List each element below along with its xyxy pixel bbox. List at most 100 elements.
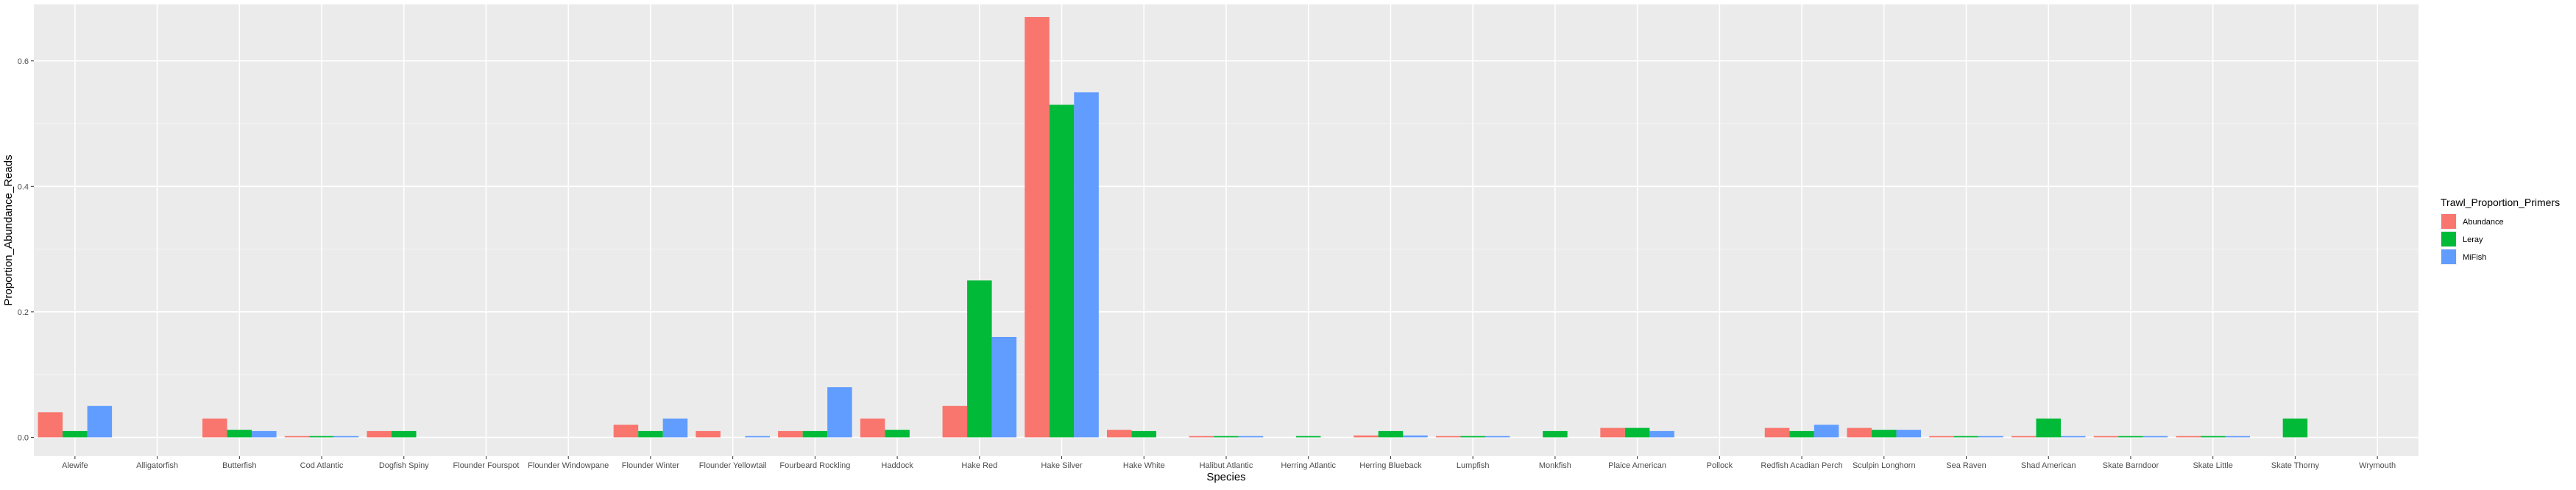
legend-label: Abundance bbox=[2463, 218, 2504, 227]
x-tick-label: Lumpfish bbox=[1457, 461, 1490, 470]
bar-abundance-sea-raven bbox=[1929, 436, 1954, 438]
bar-leray-herring-atlantic bbox=[1295, 436, 1321, 438]
bar-leray-skate-little bbox=[2200, 436, 2226, 438]
x-tick-label: Dogfish Spiny bbox=[379, 461, 429, 470]
x-tick-label: Skate Little bbox=[2193, 461, 2232, 470]
legend-swatch bbox=[2441, 214, 2456, 229]
bar-abundance-sculpin-longhorn bbox=[1847, 427, 1872, 438]
bar-leray-hake-red bbox=[967, 280, 992, 438]
bar-abundance-alewife bbox=[38, 412, 63, 438]
bar-abundance-haddock bbox=[860, 418, 885, 438]
bar-mifish-skate-little bbox=[2225, 436, 2250, 438]
bar-mifish-flounder-yellowtail bbox=[745, 436, 770, 438]
bar-abundance-butterfish bbox=[202, 418, 227, 438]
x-tick-label: Flounder Winter bbox=[622, 461, 680, 470]
bar-mifish-sea-raven bbox=[1978, 436, 2003, 438]
bar-leray-sea-raven bbox=[1953, 436, 1979, 438]
legend-label: Leray bbox=[2463, 235, 2483, 244]
x-tick-label: Flounder Yellowtail bbox=[699, 461, 767, 470]
x-tick-label: Hake White bbox=[1123, 461, 1165, 470]
x-tick-label: Pollock bbox=[1707, 461, 1733, 470]
bar-leray-shad-american bbox=[2036, 418, 2061, 438]
bar-leray-skate-thorny bbox=[2282, 418, 2308, 438]
bar-leray-monkfish bbox=[1543, 430, 1568, 438]
y-tick-label: 0.2 bbox=[18, 308, 29, 317]
bar-abundance-cod-atlantic bbox=[284, 436, 310, 438]
bar-mifish-shad-american bbox=[2061, 436, 2086, 438]
bar-mifish-alewife bbox=[87, 405, 113, 438]
bar-mifish-skate-barndoor bbox=[2142, 436, 2168, 438]
x-tick-label: Butterfish bbox=[222, 461, 256, 470]
y-axis: 0.0 0.2 0.4 0.6 bbox=[18, 57, 34, 442]
x-tick-label: Redfish Acadian Perch bbox=[1761, 461, 1842, 470]
x-tick-label: Herring Atlantic bbox=[1281, 461, 1336, 470]
legend: Trawl_Proportion_Primers Abundance Leray M… bbox=[2441, 196, 2560, 265]
bar-leray-skate-barndoor bbox=[2118, 436, 2143, 438]
bar-abundance-hake-white bbox=[1107, 430, 1132, 438]
x-tick-label: Shad American bbox=[2021, 461, 2076, 470]
bar-abundance-flounder-yellowtail bbox=[696, 430, 721, 438]
x-tick-label: Cod Atlantic bbox=[300, 461, 344, 470]
bar-leray-flounder-winter bbox=[638, 430, 663, 438]
bar-mifish-fourbeard-rockling bbox=[827, 387, 852, 438]
bar-abundance-hake-silver bbox=[1025, 17, 1050, 438]
x-tick-label: Hake Silver bbox=[1041, 461, 1083, 470]
bar-mifish-hake-red bbox=[991, 336, 1017, 438]
bar-abundance-plaice-american bbox=[1600, 427, 1625, 438]
bar-abundance-skate-barndoor bbox=[2093, 436, 2119, 438]
legend-title: Trawl_Proportion_Primers bbox=[2441, 196, 2560, 208]
legend-swatch bbox=[2441, 249, 2456, 264]
bar-mifish-halibut-atlantic bbox=[1238, 436, 1264, 438]
x-tick-label: Monkfish bbox=[1539, 461, 1571, 470]
legend-swatch bbox=[2441, 232, 2456, 246]
bar-leray-cod-atlantic bbox=[309, 436, 334, 438]
bar-leray-haddock bbox=[885, 430, 910, 438]
y-tick-label: 0.4 bbox=[18, 182, 29, 191]
bar-mifish-lumpfish bbox=[1485, 436, 1510, 438]
bar-mifish-plaice-american bbox=[1649, 430, 1674, 438]
bar-abundance-halibut-atlantic bbox=[1189, 436, 1214, 438]
bar-abundance-dogfish-spiny bbox=[367, 430, 392, 438]
bar-leray-redfish-acadian-perch bbox=[1789, 430, 1814, 438]
x-tick-label: Skate Thorny bbox=[2271, 461, 2320, 470]
legend-label: MiFish bbox=[2463, 253, 2486, 262]
y-axis-title: Proportion_Abundance_Reads bbox=[2, 155, 15, 305]
bars bbox=[38, 17, 2308, 438]
bar-leray-fourbeard-rockling bbox=[802, 430, 828, 438]
bar-leray-butterfish bbox=[227, 430, 252, 438]
bar-mifish-flounder-winter bbox=[662, 418, 688, 438]
y-tick-label: 0.6 bbox=[18, 57, 29, 66]
x-tick-label: Herring Blueback bbox=[1359, 461, 1422, 470]
x-tick-label: Plaice American bbox=[1608, 461, 1666, 470]
bar-leray-halibut-atlantic bbox=[1214, 436, 1239, 438]
bar-leray-plaice-american bbox=[1624, 427, 1650, 438]
bar-leray-alewife bbox=[63, 430, 88, 438]
bar-abundance-flounder-winter bbox=[613, 425, 639, 438]
x-tick-label: Wrymouth bbox=[2359, 461, 2396, 470]
x-tick-label: Flounder Fourspot bbox=[453, 461, 520, 470]
bar-mifish-sculpin-longhorn bbox=[1896, 430, 1922, 438]
bar-mifish-redfish-acadian-perch bbox=[1814, 425, 1839, 438]
x-tick-label: Alligatorfish bbox=[136, 461, 178, 470]
x-tick-label: Haddock bbox=[881, 461, 913, 470]
bar-abundance-herring-blueback bbox=[1354, 435, 1379, 438]
x-tick-label: Hake Red bbox=[961, 461, 997, 470]
bar-leray-hake-white bbox=[1131, 430, 1157, 438]
bar-mifish-butterfish bbox=[252, 430, 277, 438]
x-axis-title: Species bbox=[1206, 471, 1245, 483]
x-axis: Alewife Alligatorfish Butterfish Cod Atlant… bbox=[62, 456, 2396, 470]
bar-leray-dogfish-spiny bbox=[392, 430, 417, 438]
bar-abundance-skate-little bbox=[2176, 436, 2201, 438]
bar-leray-hake-silver bbox=[1049, 104, 1075, 438]
x-tick-label: Sculpin Longhorn bbox=[1853, 461, 1916, 470]
bar-abundance-shad-american bbox=[2011, 436, 2037, 438]
x-tick-label: Halibut Atlantic bbox=[1200, 461, 1253, 470]
y-tick-label: 0.0 bbox=[18, 433, 29, 442]
bar-abundance-fourbeard-rockling bbox=[778, 430, 803, 438]
bar-leray-sculpin-longhorn bbox=[1872, 430, 1897, 438]
bar-leray-herring-blueback bbox=[1378, 430, 1404, 438]
x-tick-label: Sea Raven bbox=[1946, 461, 1986, 470]
bar-abundance-lumpfish bbox=[1435, 436, 1461, 438]
bar-mifish-cod-atlantic bbox=[333, 436, 359, 438]
